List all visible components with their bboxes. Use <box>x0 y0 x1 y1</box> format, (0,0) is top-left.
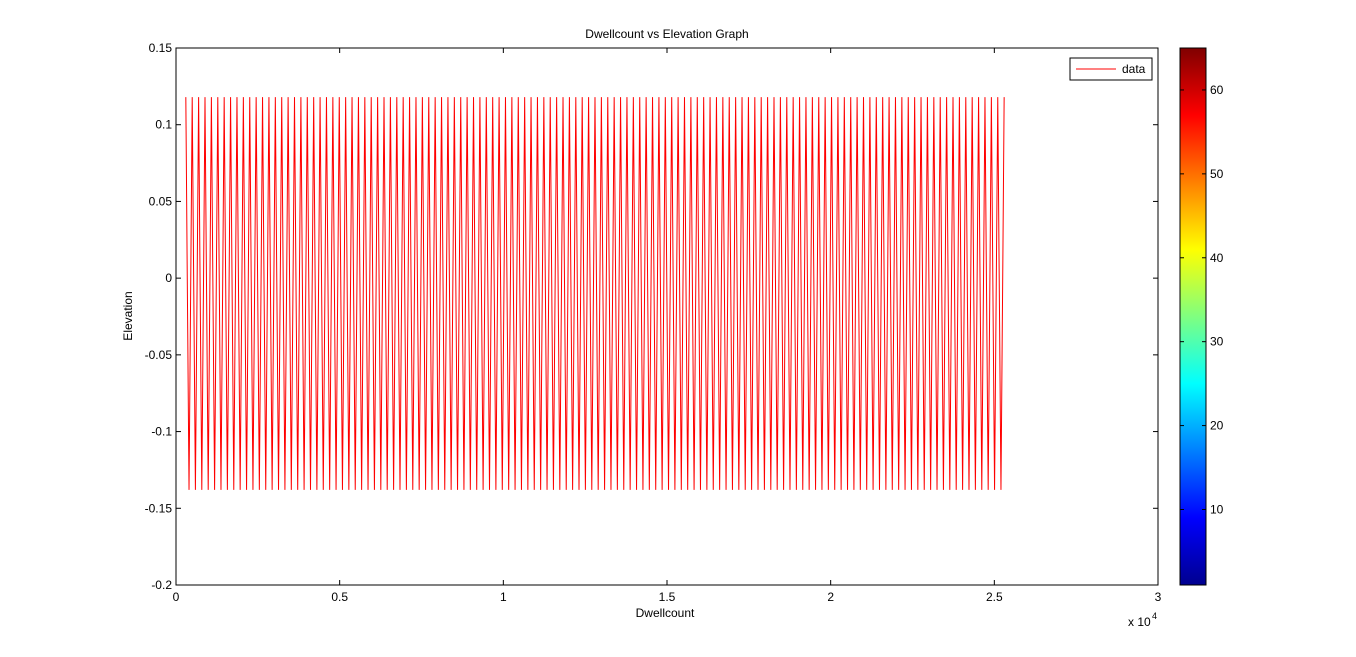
x-tick-label: 3 <box>1155 590 1162 604</box>
colorbar-tick-label: 50 <box>1210 167 1224 181</box>
colorbar-tick-label: 30 <box>1210 335 1224 349</box>
colorbar: 10 20 30 40 50 60 <box>1179 47 1224 586</box>
x-tick-label: 2.5 <box>986 590 1003 604</box>
y-tick-label: 0.05 <box>149 194 173 208</box>
series-layer <box>185 97 1005 490</box>
y-axis: -0.2 -0.15 -0.1 -0.05 0 0.05 0.1 0.15 <box>145 41 1158 592</box>
y-tick-label: 0.1 <box>155 118 172 132</box>
legend-entry-label: data <box>1122 62 1146 76</box>
x-multiplier-label: x 10 <box>1128 615 1151 629</box>
y-axis-label: Elevation <box>121 291 135 340</box>
series-line-data <box>185 97 1005 490</box>
x-multiplier-exponent: 4 <box>1152 611 1157 621</box>
colorbar-tick-label: 40 <box>1210 251 1224 265</box>
x-tick-label: 2 <box>827 590 834 604</box>
y-tick-label: -0.2 <box>151 578 172 592</box>
colorbar-tick-label: 20 <box>1210 419 1224 433</box>
colorbar-ticks: 10 20 30 40 50 60 <box>1180 83 1224 516</box>
y-tick-label: 0.15 <box>149 41 173 55</box>
legend: data <box>1069 57 1153 81</box>
x-axis: 0 0.5 1 1.5 2 2.5 3 <box>173 48 1162 604</box>
y-tick-label: -0.1 <box>151 425 172 439</box>
x-tick-label: 0.5 <box>331 590 348 604</box>
x-tick-label: 1.5 <box>659 590 676 604</box>
y-tick-label: -0.05 <box>145 348 173 362</box>
y-tick-label: 0 <box>165 271 172 285</box>
chart-title: Dwellcount vs Elevation Graph <box>585 27 748 41</box>
x-tick-label: 0 <box>173 590 180 604</box>
colorbar-tick-label: 10 <box>1210 502 1224 516</box>
colorbar-gradient <box>1179 47 1207 586</box>
x-tick-label: 1 <box>500 590 507 604</box>
y-tick-label: -0.15 <box>145 501 173 515</box>
colorbar-tick-label: 60 <box>1210 83 1224 97</box>
x-axis-label: Dwellcount <box>636 606 695 620</box>
